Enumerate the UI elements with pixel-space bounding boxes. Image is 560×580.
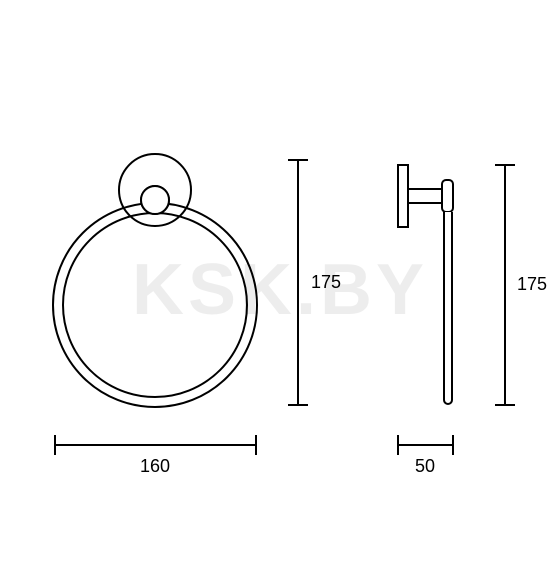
dim-side-depth-label: 50 <box>415 456 435 476</box>
front-view: 160 175 <box>53 154 341 476</box>
drawing-stage: 160 175 50 <box>0 0 560 580</box>
dim-front-height-label: 175 <box>311 272 341 292</box>
drawing-svg: 160 175 50 <box>0 0 560 580</box>
dim-front-width-label: 160 <box>140 456 170 476</box>
dim-side-height <box>495 165 515 405</box>
ring-outer <box>53 203 257 407</box>
dim-side-depth <box>398 435 453 455</box>
side-stem <box>408 189 442 203</box>
side-cap <box>442 180 453 212</box>
side-plate <box>398 165 408 227</box>
dim-side-height-label: 175 <box>517 274 547 294</box>
side-view: 50 175 <box>398 165 547 476</box>
dim-front-width <box>55 435 256 455</box>
dim-front-height <box>288 160 308 405</box>
side-rod <box>444 212 452 404</box>
ring-inner <box>63 213 247 397</box>
